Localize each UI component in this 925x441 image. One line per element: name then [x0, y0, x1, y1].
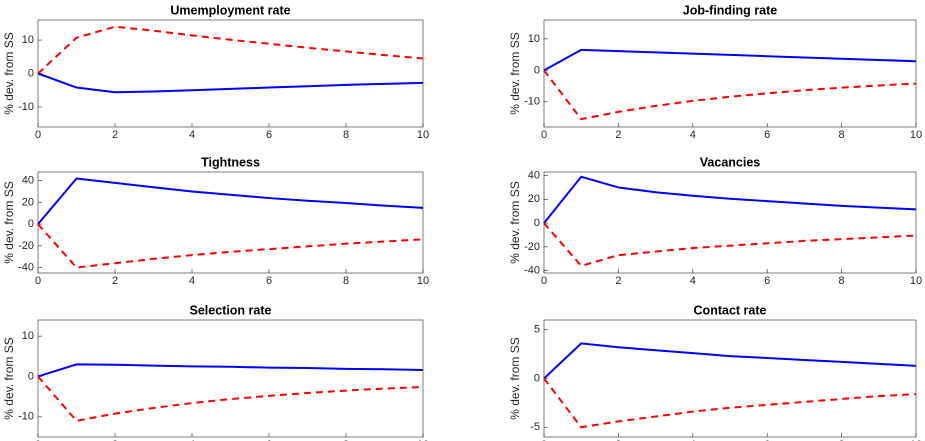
- x-tick-label: 0: [541, 439, 547, 441]
- x-tick-label: 0: [541, 129, 547, 141]
- y-axis-label: % dev. from SS: [2, 337, 16, 419]
- y-tick-label: -20: [524, 241, 540, 253]
- series-line: [37, 25, 424, 75]
- x-tick-label: 8: [839, 129, 845, 141]
- x-tick-label: 4: [690, 129, 696, 141]
- x-tick-label: 2: [112, 129, 118, 141]
- y-tick-label: 10: [22, 330, 34, 342]
- subplot: 0 2 4 6 8 10 -5 0 5 % dev. from SS Contact rate: [508, 303, 922, 441]
- subplot-title: Tightness: [201, 155, 260, 169]
- y-tick-label: 10: [22, 34, 34, 46]
- series-line: [37, 375, 424, 422]
- series-line: [543, 342, 917, 380]
- x-tick-label: 4: [189, 275, 195, 287]
- x-tick-label: 10: [417, 439, 429, 441]
- axes-box: [543, 319, 917, 438]
- axes-box: [37, 171, 424, 274]
- axes-box: [543, 19, 917, 128]
- subplot-title: Contact rate: [694, 303, 767, 317]
- y-tick-label: -5: [530, 421, 540, 433]
- x-tick-label: 8: [343, 439, 349, 441]
- y-tick-label: -10: [18, 411, 34, 423]
- x-tick-label: 10: [910, 129, 922, 141]
- y-tick-label: 40: [528, 169, 540, 181]
- x-tick-label: 0: [541, 275, 547, 287]
- axes-box: [37, 19, 424, 128]
- y-tick-label: 0: [28, 370, 34, 382]
- series-line: [37, 177, 424, 225]
- x-tick-label: 8: [839, 439, 845, 441]
- x-tick-label: 8: [839, 275, 845, 287]
- subplot-title: Job-finding rate: [683, 3, 777, 17]
- y-tick-label: 40: [22, 175, 34, 187]
- series-line: [543, 175, 917, 224]
- x-tick-label: 0: [35, 275, 41, 287]
- y-tick-label: 10: [528, 33, 540, 45]
- y-tick-label: -40: [524, 265, 540, 277]
- x-tick-label: 4: [690, 275, 696, 287]
- y-tick-label: 0: [534, 372, 540, 384]
- y-tick-label: 0: [28, 218, 34, 230]
- x-tick-label: 10: [910, 439, 922, 441]
- subplot: 0 2 4 6 8 10 -40 -20 0 20 40 % dev. from SS Vacancie…: [508, 155, 922, 287]
- series-line: [543, 222, 917, 268]
- series-line: [37, 223, 424, 269]
- x-tick-label: 10: [417, 129, 429, 141]
- y-tick-label: 20: [528, 193, 540, 205]
- series-line: [543, 69, 917, 121]
- y-tick-label: 0: [534, 64, 540, 76]
- axes-box: [37, 319, 424, 438]
- subplot: 0 2 4 6 8 10 -40 -20 0 20 40 % dev. from SS Tightnes…: [2, 155, 429, 287]
- subplot-title: Umemployment rate: [170, 3, 290, 17]
- x-tick-label: 8: [343, 275, 349, 287]
- series-line: [37, 363, 424, 378]
- x-tick-label: 4: [690, 439, 696, 441]
- x-tick-label: 8: [343, 129, 349, 141]
- x-tick-label: 6: [266, 129, 272, 141]
- subplot-title: Selection rate: [190, 303, 272, 317]
- x-tick-label: 2: [615, 439, 621, 441]
- subplot: 0 2 4 6 8 10 -10 0 10 % dev. from SS Umemployment …: [2, 3, 429, 141]
- x-tick-label: 10: [417, 275, 429, 287]
- y-axis-label: % dev. from SS: [508, 337, 522, 419]
- y-tick-label: 20: [22, 196, 34, 208]
- x-tick-label: 0: [35, 439, 41, 441]
- y-axis-label: % dev. from SS: [508, 32, 522, 114]
- y-tick-label: -20: [18, 240, 34, 252]
- y-tick-label: 5: [534, 324, 540, 336]
- y-tick-label: -10: [18, 101, 34, 113]
- series-line: [543, 48, 917, 72]
- series-line: [37, 72, 424, 94]
- x-tick-label: 6: [266, 275, 272, 287]
- x-tick-label: 2: [615, 129, 621, 141]
- x-tick-label: 4: [189, 439, 195, 441]
- x-tick-label: 6: [764, 129, 770, 141]
- y-axis-label: % dev. from SS: [2, 181, 16, 263]
- y-axis-label: % dev. from SS: [2, 32, 16, 114]
- axes-box: [543, 171, 917, 274]
- x-tick-label: 2: [112, 275, 118, 287]
- series-line: [543, 377, 917, 429]
- x-tick-label: 6: [266, 439, 272, 441]
- y-tick-label: 0: [28, 67, 34, 79]
- y-tick-label: 0: [534, 217, 540, 229]
- x-tick-label: 4: [189, 129, 195, 141]
- y-tick-label: -40: [18, 261, 34, 273]
- x-tick-label: 0: [35, 129, 41, 141]
- x-tick-label: 2: [112, 439, 118, 441]
- x-tick-label: 6: [764, 439, 770, 441]
- y-axis-label: % dev. from SS: [508, 181, 522, 263]
- subplot: 0 2 4 6 8 10 -10 0 10 % dev. from SS Selection rat…: [2, 303, 429, 441]
- x-tick-label: 2: [615, 275, 621, 287]
- x-tick-label: 6: [764, 275, 770, 287]
- subplot: 0 2 4 6 8 10 -10 0 10 % dev. from SS Job-finding r…: [508, 3, 922, 141]
- y-tick-label: -10: [524, 96, 540, 108]
- subplot-title: Vacancies: [700, 155, 761, 169]
- x-tick-label: 10: [910, 275, 922, 287]
